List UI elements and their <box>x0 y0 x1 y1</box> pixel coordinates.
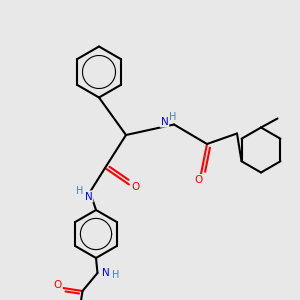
Text: N: N <box>160 116 168 127</box>
Text: H: H <box>112 269 119 280</box>
Text: H: H <box>76 185 83 196</box>
Text: N: N <box>102 268 110 278</box>
Text: N: N <box>85 191 92 202</box>
Text: H: H <box>169 112 176 122</box>
Text: O: O <box>194 175 202 185</box>
Text: O: O <box>131 182 139 193</box>
Text: O: O <box>53 280 62 290</box>
